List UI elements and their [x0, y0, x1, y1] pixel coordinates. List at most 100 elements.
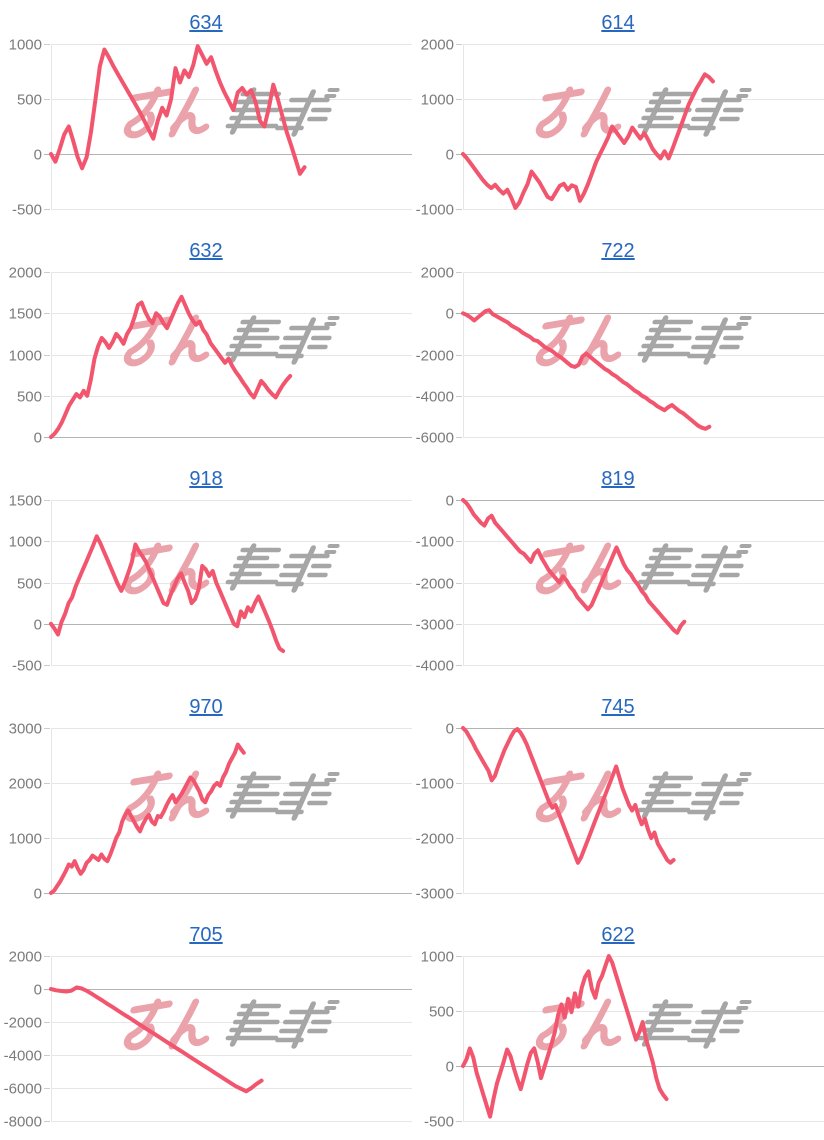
- y-axis-tick-label: -2000: [416, 831, 454, 848]
- payout-line-chart: 1000 500 0 -500: [9, 37, 412, 219]
- y-axis-tick-label: 0: [34, 147, 42, 164]
- minrepo-watermark: [123, 86, 340, 139]
- minrepo-watermark: [123, 770, 340, 823]
- minrepo-watermark: [535, 542, 752, 595]
- y-axis-tick-label: 500: [17, 576, 42, 593]
- chart-title-row: 970: [0, 684, 412, 720]
- payout-line-chart: 2000 1500 1000 500 0: [9, 265, 412, 447]
- y-axis-tick-label: 1000: [9, 348, 42, 365]
- y-axis-tick-label: 1000: [9, 831, 42, 848]
- machine-number-link[interactable]: 970: [189, 696, 223, 718]
- chart-cell: 722 2000 0 -2000 -4000 -6000: [412, 228, 824, 456]
- machine-number-link[interactable]: 632: [189, 240, 223, 262]
- payout-line-chart: 0 -1000 -2000 -3000 -4000: [416, 493, 824, 675]
- chart-cell: 745 0 -1000 -2000 -3000: [412, 684, 824, 912]
- chart-title-row: 745: [412, 684, 824, 720]
- chart-cell: 634 1000 500 0 -500: [0, 0, 412, 228]
- y-axis-tick-label: 0: [446, 493, 454, 510]
- chart-cell: 819 0 -1000 -2000 -3000 -4000: [412, 456, 824, 684]
- y-axis-tick-label: 1000: [9, 37, 42, 54]
- profit-line-series: [49, 985, 264, 1094]
- profit-line-series: [461, 726, 676, 865]
- chart-cell: 614 2000 1000 0 -1000: [412, 0, 824, 228]
- y-axis-tick-label: 0: [446, 147, 454, 164]
- profit-line-series: [49, 742, 246, 895]
- y-axis-tick-label: -8000: [4, 1114, 42, 1131]
- machine-number-link[interactable]: 918: [189, 468, 223, 490]
- y-axis-tick-label: -3000: [416, 617, 454, 634]
- y-axis-tick-label: -1000: [416, 534, 454, 551]
- y-axis-tick-label: -2000: [4, 1015, 42, 1032]
- y-axis-tick-label: 0: [446, 1059, 454, 1076]
- machine-number-link[interactable]: 722: [601, 240, 635, 262]
- payout-line-chart: 3000 2000 1000 0: [9, 721, 412, 903]
- minrepo-watermark: [535, 770, 752, 823]
- y-axis-tick-label: 0: [34, 617, 42, 634]
- y-axis-tick-label: -500: [424, 1114, 454, 1131]
- y-axis-tick-label: 0: [34, 430, 42, 447]
- minrepo-watermark: [123, 314, 340, 367]
- payout-line-chart: 2000 1000 0 -1000: [416, 37, 824, 219]
- profit-line-series: [461, 308, 712, 431]
- payout-line-chart: 1500 1000 500 0 -500: [9, 493, 412, 675]
- chart-cell: 705 2000 0 -2000 -4000 -6000 -8000: [0, 912, 412, 1140]
- y-axis-tick-label: 1500: [9, 493, 42, 510]
- machine-number-link[interactable]: 705: [189, 924, 223, 946]
- y-axis-tick-label: 0: [446, 306, 454, 323]
- profit-line-series: [49, 534, 286, 653]
- profit-line-series: [461, 72, 715, 210]
- y-axis-tick-label: 2000: [421, 265, 454, 282]
- machine-number-link[interactable]: 614: [601, 12, 635, 34]
- y-axis-tick-label: -6000: [4, 1081, 42, 1098]
- chart-title-row: 918: [0, 456, 412, 492]
- payout-line-chart: 2000 0 -2000 -4000 -6000: [416, 265, 824, 447]
- y-axis-tick-label: -3000: [416, 886, 454, 903]
- y-axis-tick-label: -4000: [4, 1048, 42, 1065]
- chart-title-row: 722: [412, 228, 824, 264]
- y-axis-tick-label: 2000: [9, 265, 42, 282]
- machine-number-link[interactable]: 634: [189, 12, 223, 34]
- profit-line-series: [461, 498, 687, 635]
- y-axis-tick-label: 1500: [9, 306, 42, 323]
- minrepo-watermark: [123, 542, 340, 595]
- payout-line-chart: 2000 0 -2000 -4000 -6000 -8000: [4, 949, 412, 1131]
- y-axis-tick-label: 0: [34, 982, 42, 999]
- y-axis-tick-label: 1000: [9, 534, 42, 551]
- y-axis-tick-label: -2000: [416, 576, 454, 593]
- chart-title-row: 614: [412, 0, 824, 36]
- chart-title-row: 622: [412, 912, 824, 948]
- y-axis-tick-label: -2000: [416, 348, 454, 365]
- y-axis-tick-label: -500: [12, 658, 42, 675]
- y-axis-tick-label: -4000: [416, 658, 454, 675]
- y-axis-tick-label: -1000: [416, 776, 454, 793]
- chart-title-row: 632: [0, 228, 412, 264]
- minrepo-watermark: [535, 86, 752, 139]
- y-axis-tick-label: 1000: [421, 92, 454, 109]
- y-axis-tick-label: 1000: [421, 949, 454, 966]
- profit-line-series: [49, 294, 293, 439]
- chart-cell: 622 1000 500 0 -500: [412, 912, 824, 1140]
- payout-line-chart: 1000 500 0 -500: [421, 949, 824, 1131]
- profit-line-series: [49, 44, 307, 176]
- chart-cell: 632 2000 1500 1000 500 0: [0, 228, 412, 456]
- machine-number-link[interactable]: 622: [601, 924, 635, 946]
- chart-title-row: 634: [0, 0, 412, 36]
- machine-number-link[interactable]: 819: [601, 468, 635, 490]
- y-axis-tick-label: -6000: [416, 430, 454, 447]
- y-axis-tick-label: 2000: [421, 37, 454, 54]
- y-axis-tick-label: 500: [17, 389, 42, 406]
- y-axis-tick-label: 500: [17, 92, 42, 109]
- y-axis-tick-label: -1000: [416, 202, 454, 219]
- chart-cell: 970 3000 2000 1000 0: [0, 684, 412, 912]
- machine-number-link[interactable]: 745: [601, 696, 635, 718]
- chart-title-row: 705: [0, 912, 412, 948]
- minrepo-watermark: [535, 314, 752, 367]
- payout-line-chart: 0 -1000 -2000 -3000: [416, 721, 824, 903]
- y-axis-tick-label: 2000: [9, 776, 42, 793]
- y-axis-tick-label: 3000: [9, 721, 42, 738]
- minrepo-watermark: [123, 998, 340, 1051]
- y-axis-tick-label: -4000: [416, 389, 454, 406]
- y-axis-tick-label: 2000: [9, 949, 42, 966]
